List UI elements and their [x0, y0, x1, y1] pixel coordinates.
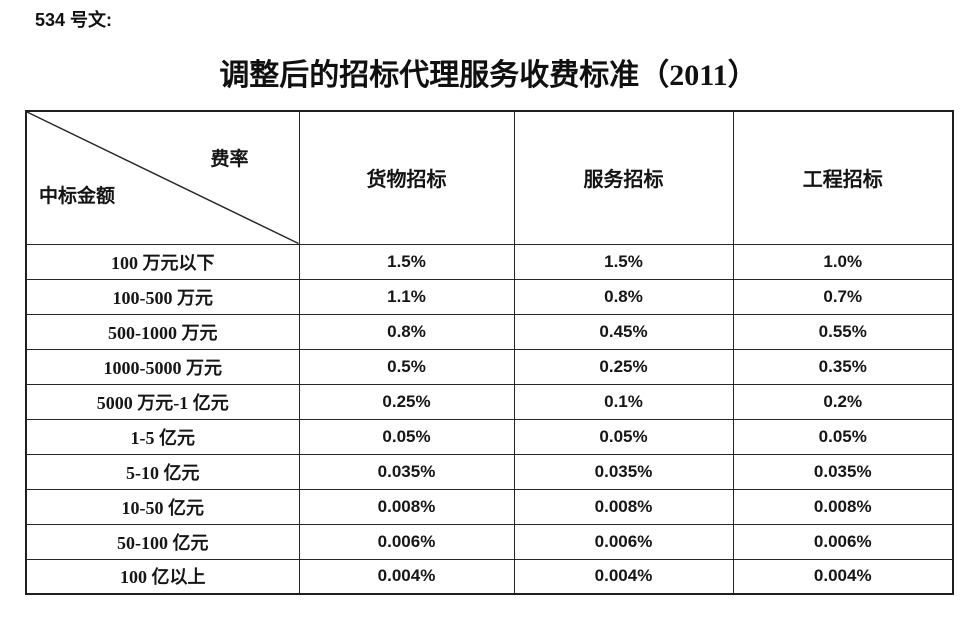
- rate-cell: 0.35%: [732, 348, 954, 385]
- rate-cell: 0.8%: [298, 313, 515, 350]
- rate-cell: 0.25%: [298, 383, 515, 420]
- amount-range-cell: 10-50 亿元: [25, 488, 300, 525]
- amount-range-cell: 50-100 亿元: [25, 523, 300, 560]
- amount-range-cell: 500-1000 万元: [25, 313, 300, 350]
- diagonal-divider-line: [27, 112, 299, 244]
- header-row: 费率 中标金额 货物招标 服务招标 工程招标: [25, 110, 954, 245]
- rate-cell: 0.004%: [732, 558, 954, 595]
- amount-range-cell: 5-10 亿元: [25, 453, 300, 490]
- rate-cell: 0.008%: [298, 488, 515, 525]
- amount-range-cell: 1-5 亿元: [25, 418, 300, 455]
- table-row: 10-50 亿元 0.008% 0.008% 0.008%: [25, 488, 954, 525]
- rate-cell: 0.004%: [513, 558, 734, 595]
- rate-cell: 0.1%: [513, 383, 734, 420]
- rate-cell: 0.035%: [298, 453, 515, 490]
- rate-cell: 0.006%: [732, 523, 954, 560]
- rate-cell: 0.8%: [513, 278, 734, 315]
- page-title: 调整后的招标代理服务收费标准（2011）: [219, 59, 758, 92]
- rate-cell: 0.008%: [513, 488, 734, 525]
- rate-cell: 0.006%: [513, 523, 734, 560]
- corner-amount-label: 中标金额: [39, 185, 116, 207]
- table-row: 5-10 亿元 0.035% 0.035% 0.035%: [25, 453, 954, 490]
- amount-range-cell: 100-500 万元: [25, 278, 300, 315]
- rate-cell: 0.55%: [732, 313, 954, 350]
- rate-cell: 1.1%: [298, 278, 515, 315]
- rate-cell: 1.0%: [732, 243, 954, 280]
- rate-cell: 0.2%: [732, 383, 954, 420]
- table-row: 1000-5000 万元 0.5% 0.25% 0.35%: [25, 348, 954, 385]
- corner-rate-label: 费率: [210, 149, 249, 170]
- rate-cell: 0.25%: [513, 348, 734, 385]
- rate-cell: 0.7%: [732, 278, 954, 315]
- table-row: 1-5 亿元 0.05% 0.05% 0.05%: [25, 418, 954, 455]
- rate-cell: 0.5%: [298, 348, 515, 385]
- rate-cell: 0.05%: [298, 418, 515, 455]
- rate-cell: 0.05%: [732, 418, 954, 455]
- rate-cell: 1.5%: [513, 243, 734, 280]
- rate-cell: 0.45%: [513, 313, 734, 350]
- doc-number-label: 534 号文:: [35, 10, 113, 30]
- rate-cell: 0.035%: [732, 453, 954, 490]
- rate-cell: 0.05%: [513, 418, 734, 455]
- rate-cell: 0.008%: [732, 488, 954, 525]
- amount-range-cell: 100 亿以上: [25, 558, 300, 595]
- fee-rate-table: 费率 中标金额 货物招标 服务招标 工程招标 100 万元以下 1.5% 1.5…: [25, 110, 954, 595]
- column-header-goods-bidding: 货物招标: [298, 110, 515, 245]
- rate-cell: 1.5%: [298, 243, 515, 280]
- column-header-engineering-bidding: 工程招标: [732, 110, 954, 245]
- rate-cell: 0.035%: [513, 453, 734, 490]
- rate-cell: 0.004%: [298, 558, 515, 595]
- table-row: 50-100 亿元 0.006% 0.006% 0.006%: [25, 523, 954, 560]
- table-row: 100 万元以下 1.5% 1.5% 1.0%: [25, 243, 954, 280]
- corner-header-cell: 费率 中标金额: [25, 110, 300, 245]
- table-row: 500-1000 万元 0.8% 0.45% 0.55%: [25, 313, 954, 350]
- column-header-service-bidding: 服务招标: [513, 110, 734, 245]
- table-row: 100 亿以上 0.004% 0.004% 0.004%: [25, 558, 954, 595]
- table-row: 5000 万元-1 亿元 0.25% 0.1% 0.2%: [25, 383, 954, 420]
- rate-cell: 0.006%: [298, 523, 515, 560]
- amount-range-cell: 1000-5000 万元: [25, 348, 300, 385]
- table-row: 100-500 万元 1.1% 0.8% 0.7%: [25, 278, 954, 315]
- amount-range-cell: 5000 万元-1 亿元: [25, 383, 300, 420]
- amount-range-cell: 100 万元以下: [25, 243, 300, 280]
